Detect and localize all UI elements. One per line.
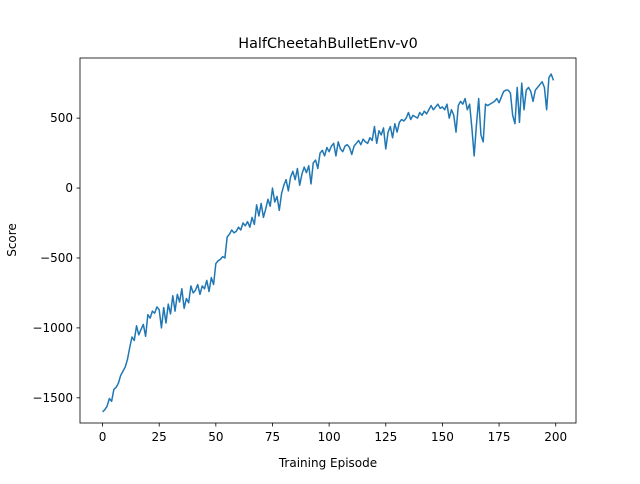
x-axis-label: Training Episode — [278, 456, 377, 470]
y-tick-label: 0 — [65, 181, 73, 195]
chart-title: HalfCheetahBulletEnv-v0 — [238, 36, 417, 52]
x-tick-label: 150 — [431, 430, 454, 444]
x-tick-label: 125 — [374, 430, 397, 444]
y-tick-label: −1000 — [32, 321, 73, 335]
x-tick-label: 200 — [544, 430, 567, 444]
y-tick-label: −500 — [40, 251, 73, 265]
y-axis-label: Score — [5, 223, 19, 257]
x-tick-label: 100 — [318, 430, 341, 444]
x-tick-label: 0 — [99, 430, 107, 444]
x-tick-label: 175 — [488, 430, 511, 444]
y-tick-label: −1500 — [32, 391, 73, 405]
axes-frame — [79, 57, 577, 424]
x-tick-label: 50 — [208, 430, 223, 444]
x-tick-label: 75 — [265, 430, 280, 444]
line-series — [102, 73, 555, 413]
y-tick-label: 500 — [50, 111, 73, 125]
x-tick-label: 25 — [152, 430, 167, 444]
